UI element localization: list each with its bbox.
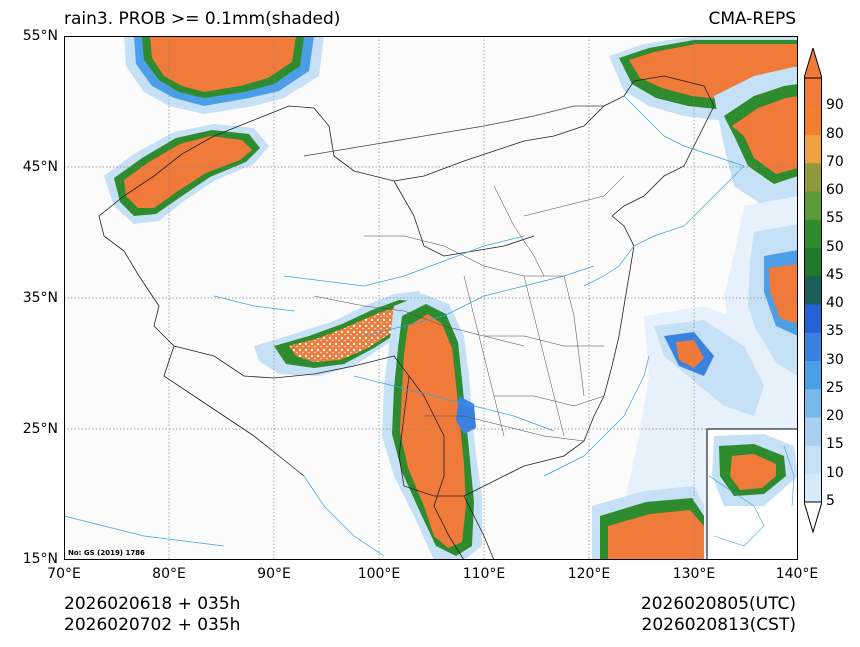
colorbar-label-50: 50 bbox=[826, 238, 844, 255]
colorbar-lower-extend bbox=[804, 501, 822, 534]
colorbar-band-90 bbox=[804, 78, 822, 107]
colorbar-band-55 bbox=[804, 191, 822, 220]
colorbar-label-40: 40 bbox=[826, 295, 844, 312]
colorbar bbox=[804, 48, 822, 534]
precip-area-northeast bbox=[609, 36, 798, 121]
init-time-utc: 2026020618 + 035h bbox=[64, 594, 241, 614]
model-name: CMA-REPS bbox=[708, 9, 796, 29]
lon-tick-label-80: 80°E bbox=[152, 566, 186, 582]
colorbar-label-60: 60 bbox=[826, 182, 844, 199]
lat-tick-label-15: 15°N bbox=[22, 551, 58, 567]
lon-tick-label-130: 130°E bbox=[672, 566, 716, 582]
precip-prob-shading bbox=[104, 36, 798, 560]
lon-tick-label-70: 70°E bbox=[47, 566, 81, 582]
precip-area-tibet bbox=[254, 291, 429, 376]
colorbar-label-25: 25 bbox=[826, 379, 844, 396]
colorbar-label-10: 10 bbox=[826, 464, 844, 481]
colorbar-upper-extend bbox=[804, 48, 822, 79]
forecast-init-info: 2026020618 + 035h 2026020702 + 035h bbox=[64, 594, 240, 636]
colorbar-band-35 bbox=[804, 304, 822, 333]
colorbar-frame bbox=[804, 77, 822, 503]
map-approval-number: No: GS (2019) 1786 bbox=[68, 549, 145, 557]
lon-tick-label-110: 110°E bbox=[462, 566, 506, 582]
colorbar-label-15: 15 bbox=[826, 436, 844, 453]
colorbar-label-45: 45 bbox=[826, 266, 844, 283]
colorbar-band-5 bbox=[804, 473, 822, 503]
colorbar-band-15 bbox=[804, 417, 822, 446]
colorbar-label-70: 70 bbox=[826, 153, 844, 170]
valid-time-utc: 2026020805(UTC) bbox=[640, 594, 796, 614]
lon-tick-label-120: 120°E bbox=[567, 566, 611, 582]
colorbar-band-10 bbox=[804, 445, 822, 475]
lon-tick-label-90: 90°E bbox=[257, 566, 291, 582]
map-frame bbox=[64, 36, 798, 560]
init-time-cst: 2026020702 + 035h bbox=[64, 615, 241, 635]
colorbar-label-80: 80 bbox=[826, 125, 844, 142]
colorbar-label-90: 90 bbox=[826, 97, 844, 114]
colorbar-band-60 bbox=[804, 162, 822, 192]
lat-tick-label-25: 25°N bbox=[22, 421, 58, 437]
chart-title: rain3. PROB >= 0.1mm(shaded) bbox=[64, 9, 341, 29]
colorbar-band-80 bbox=[804, 106, 822, 135]
lon-tick-label-140: 140°E bbox=[775, 566, 819, 582]
colorbar-label-30: 30 bbox=[826, 351, 844, 368]
forecast-valid-info: 2026020805(UTC) 2026020813(CST) bbox=[641, 594, 796, 636]
lat-tick-label-45: 45°N bbox=[22, 159, 58, 175]
colorbar-band-30 bbox=[804, 332, 822, 362]
colorbar-band-50 bbox=[804, 219, 822, 248]
rivers-and-coastlines bbox=[64, 95, 745, 557]
lat-tick-label-55: 55°N bbox=[22, 28, 58, 44]
colorbar-band-40 bbox=[804, 275, 822, 305]
precip-area-north-mongolia bbox=[124, 36, 324, 114]
lon-tick-label-100: 100°E bbox=[357, 566, 401, 582]
south-china-sea-inset bbox=[706, 428, 798, 560]
colorbar-band-20 bbox=[804, 388, 822, 418]
valid-time-cst: 2026020813(CST) bbox=[641, 615, 796, 635]
colorbar-label-35: 35 bbox=[826, 323, 844, 340]
forecast-map: No: GS (2019) 1786 bbox=[64, 36, 798, 560]
colorbar-band-45 bbox=[804, 247, 822, 277]
precip-area-southwest bbox=[382, 294, 482, 560]
country-boundaries bbox=[98, 75, 715, 560]
precip-area-northwest bbox=[104, 124, 269, 224]
province-boundaries bbox=[313, 175, 625, 442]
lat-tick-label-35: 35°N bbox=[22, 290, 58, 306]
colorbar-band-70 bbox=[804, 134, 822, 164]
colorbar-bands bbox=[804, 78, 822, 503]
colorbar-band-25 bbox=[804, 360, 822, 390]
colorbar-label-5: 5 bbox=[826, 493, 835, 509]
colorbar-label-20: 20 bbox=[826, 408, 844, 425]
colorbar-label-55: 55 bbox=[826, 210, 844, 227]
